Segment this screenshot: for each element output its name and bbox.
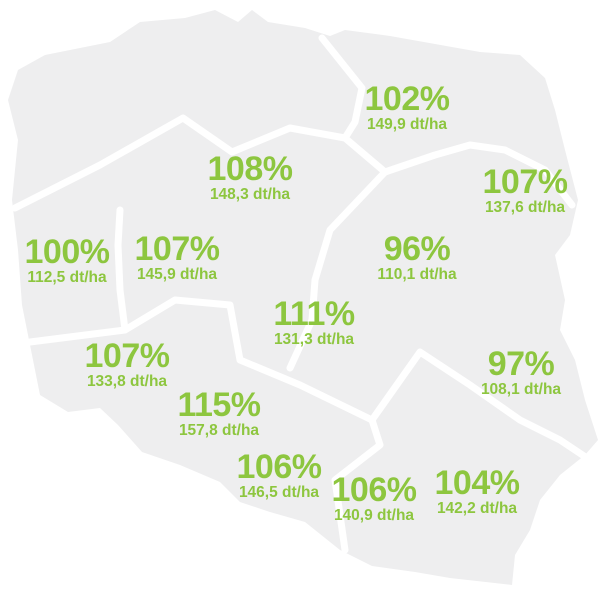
region-percent: 107% [84,337,170,375]
region-yield: 108,1 dt/ha [480,381,562,398]
region-yield: 146,5 dt/ha [238,484,320,501]
region-label: 108% 148,3 dt/ha [208,152,293,203]
region-percent: 104% [434,464,520,502]
border-southeast [368,348,594,464]
region-label: 107% 145,9 dt/ha [135,232,220,283]
region-percent: 108% [207,150,293,188]
region-label: 107% 133,8 dt/ha [85,339,170,390]
region-label: 111% 131,3 dt/ha [273,295,355,348]
region-yield: 148,3 dt/ha [209,186,291,203]
region-yield: 157,8 dt/ha [178,422,260,439]
region-yield: 140,9 dt/ha [333,507,415,524]
region-yield: 149,9 dt/ha [366,116,448,133]
region-percent: 102% [364,80,450,118]
region-percent: 106% [331,471,417,509]
region-label: 97% 108,1 dt/ha [481,347,561,398]
region-percent: 100% [24,233,110,271]
region-percent: 111% [273,295,355,333]
border-west [114,206,129,334]
region-percent: 97% [487,345,555,383]
border-east-upper [381,141,576,209]
region-label: 107% 137,6 dt/ha [483,165,568,216]
region-percent: 107% [134,230,220,268]
region-percent: 96% [383,230,451,268]
region-label: 106% 140,9 dt/ha [332,473,417,524]
region-yield: 131,3 dt/ha [273,331,355,348]
region-label: 106% 146,5 dt/ha [237,450,322,501]
region-label: 104% 142,2 dt/ha [435,466,520,517]
border-center [286,168,389,372]
region-percent: 106% [236,448,322,486]
region-label: 96% 110,1 dt/ha [377,232,456,283]
region-yield: 133,8 dt/ha [86,373,168,390]
region-label: 100% 112,5 dt/ha [25,235,110,286]
border-middle [26,296,384,554]
region-yield: 145,9 dt/ha [136,266,218,283]
region-yield: 142,2 dt/ha [436,500,518,517]
region-percent: 115% [177,386,261,424]
region-yield: 110,1 dt/ha [377,266,457,283]
region-label: 102% 149,9 dt/ha [365,82,450,133]
border-northeast [318,34,366,142]
region-percent: 107% [482,163,568,201]
region-yield: 112,5 dt/ha [27,269,107,286]
region-label: 115% 157,8 dt/ha [177,386,261,439]
region-yield: 137,6 dt/ha [484,199,566,216]
